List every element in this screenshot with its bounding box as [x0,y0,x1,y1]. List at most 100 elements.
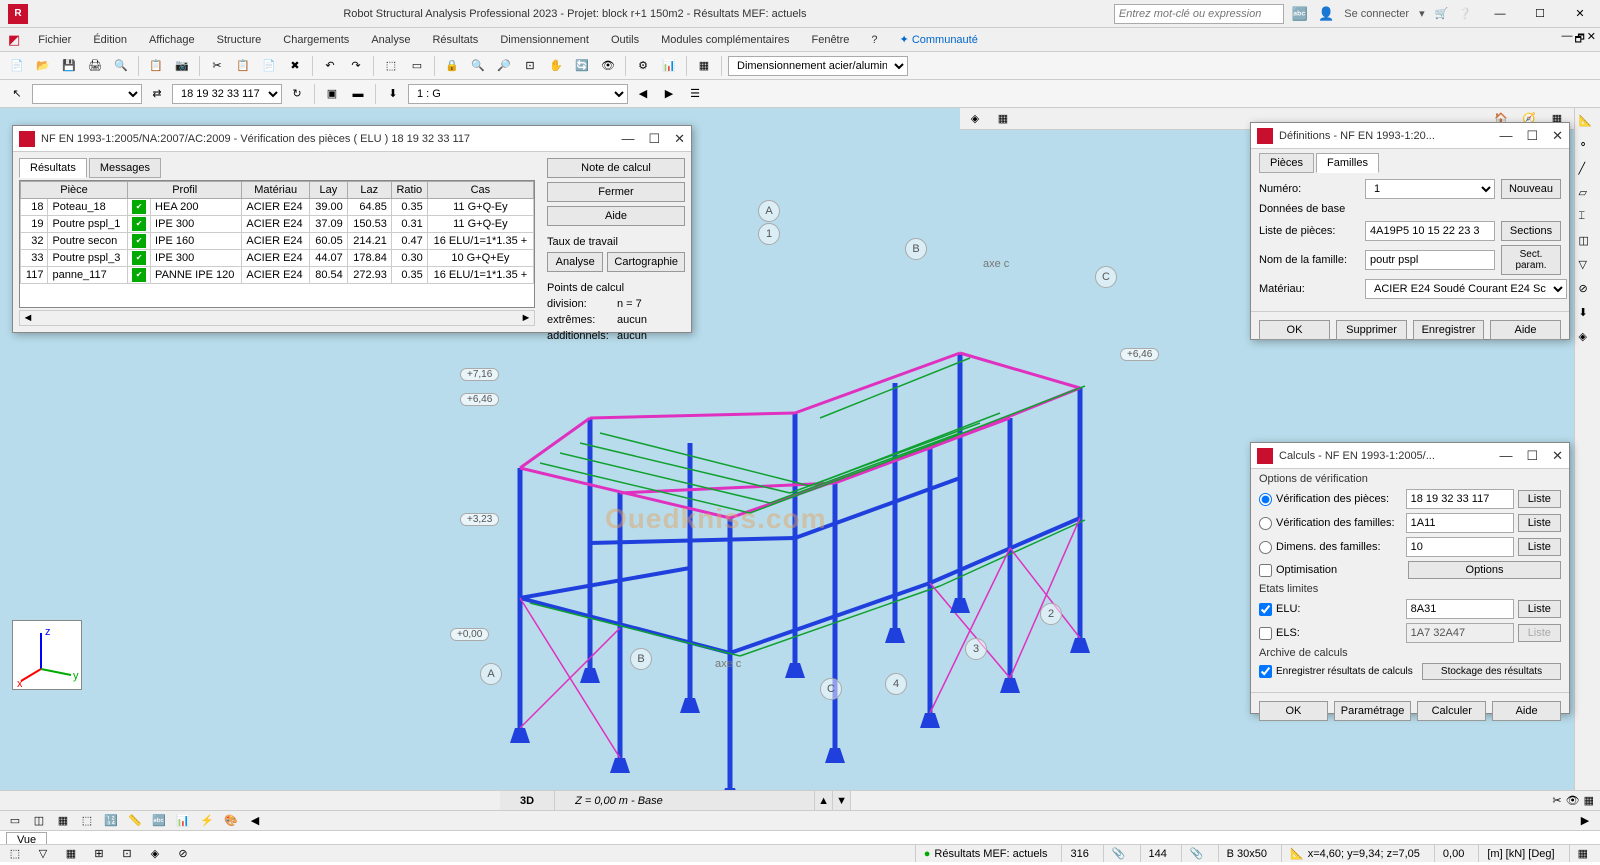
loads-icon[interactable]: ⬇ [382,83,404,105]
dialog-minimize-button[interactable]: — [1499,128,1512,144]
table-row[interactable]: 117panne_117✔PANNE IPE 120ACIER E2480.54… [21,267,534,284]
dialog-maximize-button[interactable]: ☐ [648,131,660,147]
sectparam-button[interactable]: Sect. param. [1501,245,1561,275]
view-3d-tab[interactable]: 3D [500,791,555,810]
sb-object-icon[interactable]: ◈ [1579,330,1597,348]
design-type-combo[interactable]: Dimensionnement acier/alumin [728,56,908,76]
vp-tool1-icon[interactable]: ◈ [964,108,986,130]
menu-affichage[interactable]: Affichage [139,32,205,48]
col-ratio[interactable]: Ratio [391,182,427,199]
menu-communaute[interactable]: ✦ Communauté [890,31,988,48]
members-combo[interactable]: 18 19 32 33 117 [172,84,282,104]
case-next-icon[interactable]: ▶ [658,83,680,105]
liste-input[interactable] [1365,221,1495,241]
sb-node-icon[interactable]: ⚬ [1579,138,1597,156]
infocenter-icon[interactable]: 🔤 [1292,6,1308,22]
z-down-button[interactable]: ▼ [833,791,851,810]
verif-fam-input[interactable] [1406,513,1514,533]
menu-fenetre[interactable]: Fenêtre [801,32,859,48]
stockage-button[interactable]: Stockage des résultats [1422,663,1561,680]
menu-modules[interactable]: Modules complémentaires [651,32,799,48]
menu-resultats[interactable]: Résultats [422,32,488,48]
verif-fam-radio[interactable] [1259,517,1272,530]
supprimer-button[interactable]: Supprimer [1336,320,1407,340]
col-laz[interactable]: Laz [347,182,391,199]
menu-dimensionnement[interactable]: Dimensionnement [490,32,599,48]
dialog-close-button[interactable]: ✕ [674,131,685,147]
grid-icon[interactable]: ▦ [1584,794,1594,807]
sb-1-icon[interactable]: ⬚ [4,843,26,865]
parametrage-button[interactable]: Paramétrage [1334,701,1412,721]
sb-load-icon[interactable]: ⬇ [1579,306,1597,324]
results-icon[interactable]: 📊 [658,55,680,77]
close-button[interactable]: Fermer [547,182,685,202]
rotate-icon[interactable]: 🔄 [571,55,593,77]
signin-icon[interactable]: 👤 [1318,6,1334,22]
dialog-minimize-button[interactable]: — [1499,448,1512,464]
mdi-close-button[interactable]: ✕ [1587,30,1596,49]
col-piece[interactable]: Pièce [21,182,128,199]
disp-10-icon[interactable]: 🎨 [220,810,242,832]
liste-button[interactable]: Liste [1518,538,1561,556]
menu-chargements[interactable]: Chargements [273,32,359,48]
dimens-fam-radio[interactable] [1259,541,1272,554]
apply-icon[interactable]: ↻ [286,83,308,105]
section-icon[interactable]: ▣ [321,83,343,105]
tab-resultats[interactable]: Résultats [19,158,87,178]
pan-icon[interactable]: ✋ [545,55,567,77]
col-lay[interactable]: Lay [309,182,347,199]
dialog-titlebar[interactable]: Définitions - NF EN 1993-1:20... —☐✕ [1251,123,1569,149]
famille-input[interactable] [1365,250,1495,270]
vp-tool2-icon[interactable]: ▦ [992,108,1014,130]
els-input[interactable] [1406,623,1514,643]
calc-icon[interactable]: ⚙ [632,55,654,77]
disp-7-icon[interactable]: 🔤 [148,810,170,832]
els-check[interactable] [1259,627,1272,640]
aide-button[interactable]: Aide [1490,320,1561,340]
disp-prev-icon[interactable]: ◀ [244,810,266,832]
menu-structure[interactable]: Structure [207,32,272,48]
case-list-icon[interactable]: ☰ [684,83,706,105]
search-input[interactable] [1114,4,1284,24]
disp-8-icon[interactable]: 📊 [172,810,194,832]
calculer-button[interactable]: Calculer [1417,701,1486,721]
ok-button[interactable]: OK [1259,701,1328,721]
carto-button[interactable]: Cartographie [607,252,685,272]
elu-check[interactable] [1259,603,1272,616]
sb-3-icon[interactable]: ▦ [60,843,82,865]
table-row[interactable]: 18Poteau_18✔HEA 200ACIER E2439.0064.850.… [21,199,534,216]
cut-icon[interactable]: ✂ [206,55,228,77]
delete-icon[interactable]: ✖ [284,55,306,77]
disp-5-icon[interactable]: 🔢 [100,810,122,832]
mdi-restore-button[interactable]: 🗗 [1574,30,1584,49]
table-row[interactable]: 33Poutre pspl_3✔IPE 300ACIER E2444.07178… [21,250,534,267]
materiau-select[interactable]: ACIER E24 Soudé Courant E24 Sc [1365,279,1567,299]
tab-pieces[interactable]: Pièces [1259,153,1314,173]
cart-icon[interactable]: 🛒 [1435,7,1449,20]
mdi-minimize-button[interactable]: — [1561,30,1572,49]
loadcase-combo[interactable]: 1 : G [408,84,628,104]
select-icon[interactable]: ⬚ [380,55,402,77]
sb-geom-icon[interactable]: 📐 [1579,114,1597,132]
sb-support-icon[interactable]: ▽ [1579,258,1597,276]
paste-icon[interactable]: 📄 [258,55,280,77]
new-icon[interactable]: 📄 [6,55,28,77]
col-cas[interactable]: Cas [427,182,533,199]
view-icon[interactable]: 👁 [1566,794,1580,807]
disp-2-icon[interactable]: ◫ [28,810,50,832]
disp-6-icon[interactable]: 📏 [124,810,146,832]
sb-4-icon[interactable]: ⊞ [88,843,110,865]
layout-icon[interactable]: ▦ [693,55,715,77]
help-button[interactable]: Aide [547,206,685,226]
help-icon[interactable]: ❔ [1458,7,1472,20]
liste-button[interactable]: Liste [1518,600,1561,618]
disp-4-icon[interactable]: ⬚ [76,810,98,832]
z-up-button[interactable]: ▲ [815,791,833,810]
view-icon[interactable]: 👁 [597,55,619,77]
h-scrollbar[interactable]: ◄► [19,310,535,326]
zoom-fit-icon[interactable]: ⊡ [519,55,541,77]
scissors-icon[interactable]: ✂ [1552,794,1561,807]
numero-select[interactable]: 1 [1365,179,1495,199]
sb-section-icon[interactable]: ⌶ [1579,210,1597,228]
cursor-icon[interactable]: ↖ [6,83,28,105]
